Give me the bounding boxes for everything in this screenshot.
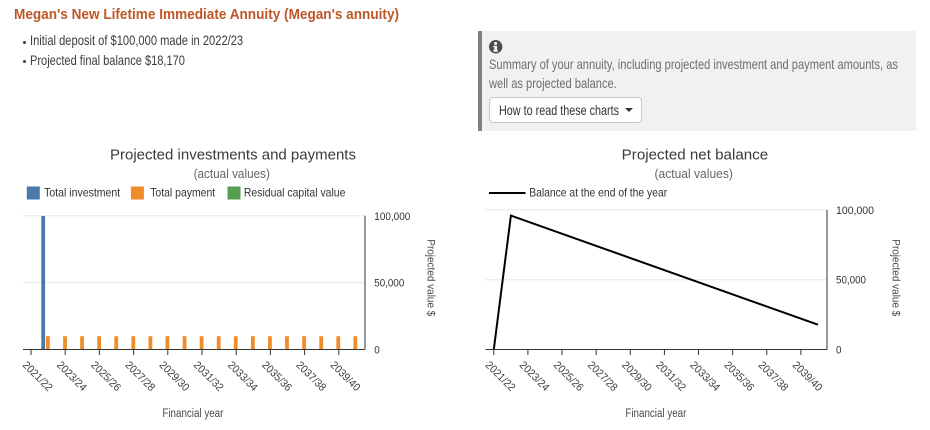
- svg-text:2039/40: 2039/40: [790, 359, 825, 394]
- svg-text:Total investment: Total investment: [44, 186, 121, 200]
- svg-text:Total payment: Total payment: [150, 186, 216, 200]
- svg-text:2021/22: 2021/22: [20, 359, 55, 394]
- svg-text:2029/30: 2029/30: [619, 359, 654, 394]
- svg-text:Financial year: Financial year: [625, 408, 686, 420]
- svg-text:Balance at the end of the year: Balance at the end of the year: [529, 186, 667, 200]
- svg-text:(actual values): (actual values): [194, 167, 270, 181]
- svg-text:2023/24: 2023/24: [517, 359, 552, 394]
- svg-text:Projected value $: Projected value $: [425, 239, 437, 316]
- svg-text:Projected value $: Projected value $: [890, 239, 902, 316]
- svg-text:Financial year: Financial year: [162, 408, 223, 420]
- svg-text:2039/40: 2039/40: [328, 359, 363, 394]
- svg-text:2027/28: 2027/28: [122, 359, 157, 394]
- svg-text:2025/26: 2025/26: [551, 359, 586, 394]
- svg-text:2031/32: 2031/32: [653, 359, 688, 394]
- svg-text:2037/38: 2037/38: [756, 359, 791, 394]
- svg-text:(actual values): (actual values): [655, 167, 733, 181]
- svg-text:100,000: 100,000: [836, 205, 874, 217]
- svg-text:2027/28: 2027/28: [585, 359, 620, 394]
- svg-text:0: 0: [374, 344, 380, 356]
- svg-text:2029/30: 2029/30: [157, 359, 192, 394]
- svg-text:2021/22: 2021/22: [483, 359, 518, 394]
- svg-text:2037/38: 2037/38: [293, 359, 328, 394]
- svg-text:2023/24: 2023/24: [54, 359, 89, 394]
- svg-text:2033/34: 2033/34: [225, 359, 260, 394]
- svg-text:2035/36: 2035/36: [259, 359, 294, 394]
- svg-text:50,000: 50,000: [374, 278, 404, 290]
- svg-text:50,000: 50,000: [836, 275, 866, 287]
- svg-text:2025/26: 2025/26: [88, 359, 123, 394]
- svg-text:Projected net balance: Projected net balance: [622, 147, 769, 164]
- svg-text:Residual capital value: Residual capital value: [244, 186, 346, 200]
- svg-text:0: 0: [836, 345, 842, 357]
- svg-text:2031/32: 2031/32: [191, 359, 226, 394]
- svg-text:2033/34: 2033/34: [687, 359, 722, 394]
- svg-text:2035/36: 2035/36: [722, 359, 757, 394]
- svg-text:Projected investments and paym: Projected investments and payments: [110, 147, 356, 164]
- svg-text:100,000: 100,000: [374, 211, 410, 223]
